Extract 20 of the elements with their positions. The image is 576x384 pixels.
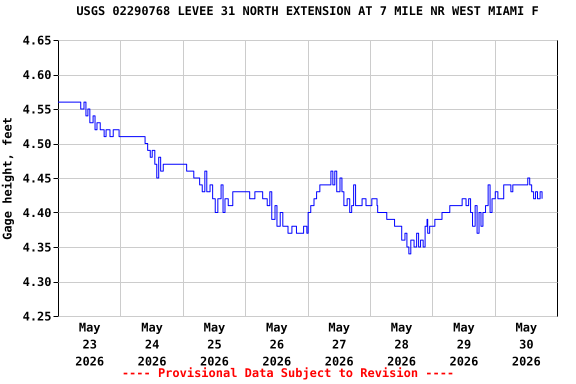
y-tick-label: 4.40	[22, 206, 52, 220]
chart-title: USGS 02290768 LEVEE 31 NORTH EXTENSION AT 7 MILE NR WEST MIAMI F	[76, 4, 539, 18]
y-axis-title: Gage height, feet	[0, 117, 15, 240]
x-tick-label: May 26 2026	[262, 320, 292, 368]
x-tick-label: May 29 2026	[449, 320, 478, 368]
y-tick-label: 4.55	[22, 102, 52, 116]
x-tick-label: May 27 2026	[324, 320, 354, 368]
text: ---- Provisional Data Subject to Revision ----	[122, 366, 454, 380]
y-tick-label: 4.25	[22, 310, 52, 324]
x-tick-label: May 24 2026	[138, 320, 167, 368]
y-tick-label: 4.45	[22, 172, 52, 186]
x-tick-label: May 28 2026	[387, 320, 416, 368]
y-tick-label: 4.35	[22, 240, 52, 254]
y-tick-label: 4.50	[22, 137, 52, 151]
y-tick-label: 4.60	[22, 68, 52, 82]
x-tick-label: May 23 2026	[75, 320, 104, 368]
x-tick-label: May 30 2026	[512, 320, 541, 368]
y-tick-label: 4.30	[22, 275, 52, 289]
y-tick-label: 4.65	[22, 34, 52, 48]
x-tick-label: May 25 2026	[200, 320, 229, 368]
